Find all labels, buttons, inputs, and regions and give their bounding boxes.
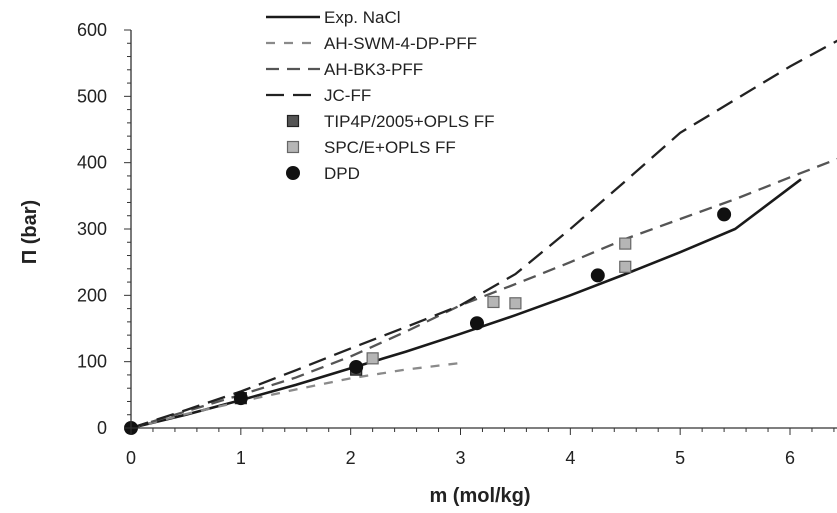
point-spc-e-opls-ff bbox=[619, 237, 632, 250]
series-line-ah-swm-4-dp-pff bbox=[131, 361, 461, 428]
legend-label: JC-FF bbox=[324, 86, 371, 105]
x-axis-title: m (mol/kg) bbox=[429, 485, 530, 507]
legend-marker bbox=[286, 114, 300, 128]
legend-item: TIP4P/2005+OPLS FF bbox=[286, 112, 495, 131]
point-spc-e-opls-ff bbox=[366, 352, 379, 365]
y-tick-label: 300 bbox=[77, 219, 107, 239]
plot-area bbox=[124, 39, 837, 435]
point-spc-e-opls-ff bbox=[619, 260, 632, 273]
legend-label: DPD bbox=[324, 164, 360, 183]
point-dpd bbox=[717, 207, 732, 222]
point-spc-e-opls-ff bbox=[487, 295, 500, 309]
y-tick-label: 200 bbox=[77, 285, 107, 305]
point-dpd bbox=[590, 268, 605, 283]
y-tick-label: 600 bbox=[77, 20, 107, 40]
legend-item: AH-BK3-PFF bbox=[266, 60, 423, 79]
legend-item: DPD bbox=[286, 164, 360, 183]
point-spc-e-opls-ff bbox=[509, 297, 522, 310]
y-tick-label: 400 bbox=[77, 153, 107, 173]
x-tick-label: 1 bbox=[236, 448, 246, 468]
x-tick-label: 0 bbox=[126, 448, 136, 468]
legend-marker bbox=[286, 166, 300, 180]
point-dpd bbox=[469, 316, 484, 331]
y-tick-label: 0 bbox=[97, 418, 107, 438]
x-tick-label: 2 bbox=[346, 448, 356, 468]
legend-label: TIP4P/2005+OPLS FF bbox=[324, 112, 495, 131]
point-dpd bbox=[349, 359, 364, 374]
x-tick-label: 5 bbox=[675, 448, 685, 468]
legend-label: AH-BK3-PFF bbox=[324, 60, 423, 79]
y-tick-label: 100 bbox=[77, 352, 107, 372]
legend-item: AH-SWM-4-DP-PFF bbox=[266, 34, 477, 53]
x-tick-label: 4 bbox=[565, 448, 575, 468]
x-tick-label: 3 bbox=[455, 448, 465, 468]
series-line-ah-bk3-pff bbox=[131, 157, 837, 428]
axes: 0 1 2 3 4 5 6 0 100 200 300 400 500 600 bbox=[77, 20, 837, 468]
point-dpd bbox=[233, 391, 248, 406]
series-line-jc-ff bbox=[131, 39, 837, 428]
legend-marker bbox=[286, 140, 300, 154]
legend: Exp. NaCl AH-SWM-4-DP-PFF AH-BK3-PFF JC-FF T… bbox=[266, 8, 495, 183]
y-axis-title: Π (bar) bbox=[19, 200, 41, 264]
legend-label: SPC/E+OPLS FF bbox=[324, 138, 456, 157]
y-tick-label: 500 bbox=[77, 86, 107, 106]
legend-item: JC-FF bbox=[266, 86, 371, 105]
legend-label: Exp. NaCl bbox=[324, 8, 401, 27]
legend-item: SPC/E+OPLS FF bbox=[286, 138, 456, 157]
legend-item: Exp. NaCl bbox=[266, 8, 401, 27]
legend-label: AH-SWM-4-DP-PFF bbox=[324, 34, 477, 53]
x-tick-label: 6 bbox=[785, 448, 795, 468]
